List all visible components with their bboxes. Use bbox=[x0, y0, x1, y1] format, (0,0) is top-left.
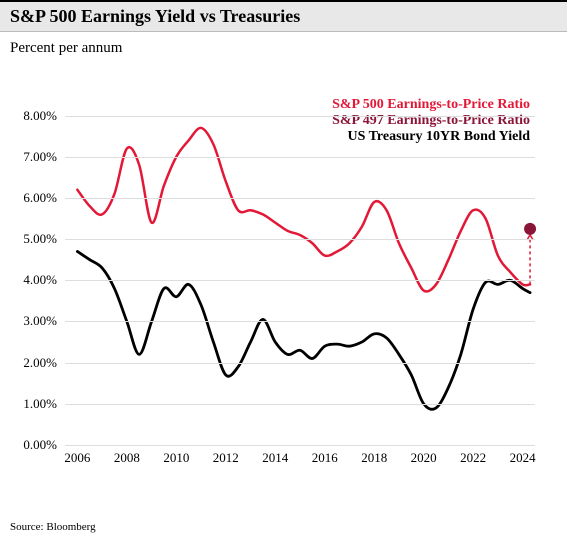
ytick-label: 1.00% bbox=[23, 396, 57, 412]
xtick-label: 2022 bbox=[460, 450, 486, 466]
title-bar: S&P 500 Earnings Yield vs Treasuries bbox=[0, 0, 567, 32]
source-label: Source: Bloomberg bbox=[10, 521, 96, 533]
ytick-label: 2.00% bbox=[23, 355, 57, 371]
xtick-label: 2012 bbox=[213, 450, 239, 466]
chart-subtitle: Percent per annum bbox=[0, 32, 567, 57]
ytick-label: 5.00% bbox=[23, 231, 57, 247]
point-sp497 bbox=[524, 223, 536, 235]
ytick-label: 6.00% bbox=[23, 190, 57, 206]
ytick-label: 3.00% bbox=[23, 313, 57, 329]
xtick-label: 2018 bbox=[361, 450, 387, 466]
ytick-label: 0.00% bbox=[23, 437, 57, 453]
ytick-label: 8.00% bbox=[23, 108, 57, 124]
xtick-label: 2014 bbox=[262, 450, 288, 466]
xtick-label: 2016 bbox=[312, 450, 338, 466]
xtick-label: 2006 bbox=[64, 450, 90, 466]
xtick-label: 2010 bbox=[163, 450, 189, 466]
line-sp500 bbox=[77, 128, 530, 292]
ytick-label: 4.00% bbox=[23, 272, 57, 288]
chart-svg bbox=[65, 95, 535, 455]
line-ust bbox=[77, 251, 530, 409]
xtick-label: 2008 bbox=[114, 450, 140, 466]
xtick-label: 2024 bbox=[510, 450, 536, 466]
chart-area: S&P 500 Earnings-to-Price Ratio S&P 497 … bbox=[65, 95, 535, 445]
chart-title: S&P 500 Earnings Yield vs Treasuries bbox=[10, 6, 300, 26]
xtick-label: 2020 bbox=[411, 450, 437, 466]
ytick-label: 7.00% bbox=[23, 149, 57, 165]
